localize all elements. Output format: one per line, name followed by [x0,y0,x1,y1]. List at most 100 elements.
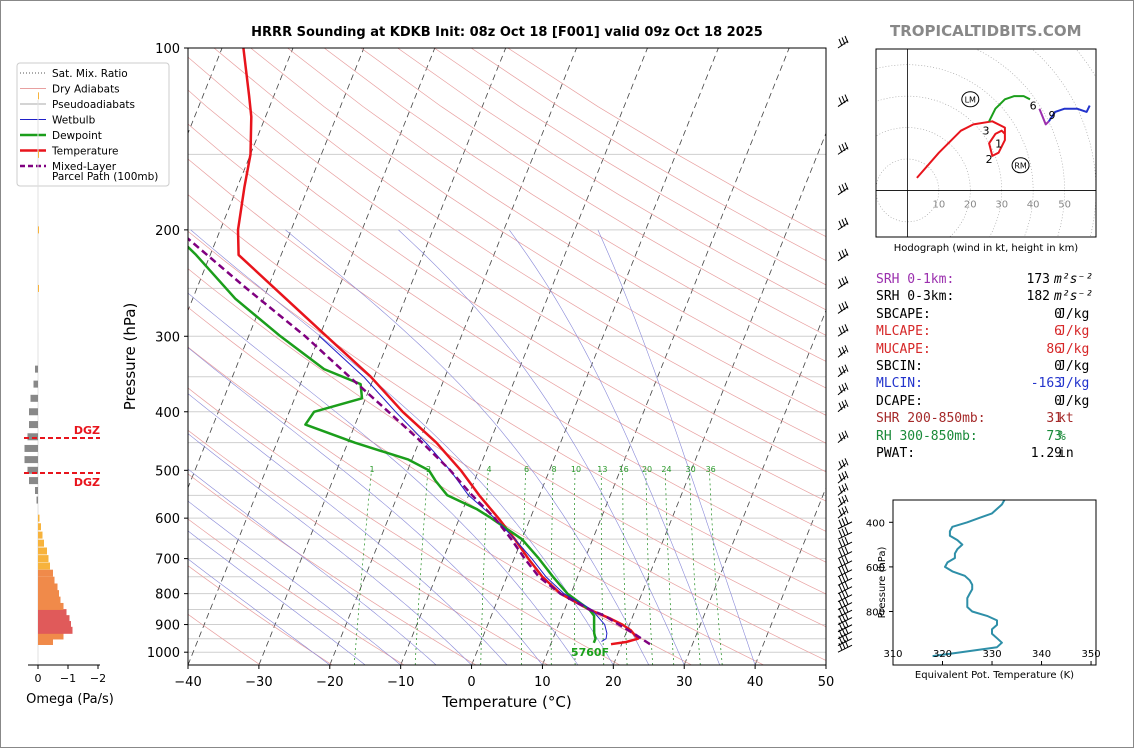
isotherm [258,48,507,665]
y-tick-label: 800 [155,588,180,603]
omega-bar [29,421,38,429]
omega-bar [38,632,64,640]
index-value: 182 [1026,289,1050,305]
wind-barb-flag [841,384,846,392]
mixing-ratio-label: 36 [706,465,716,474]
wind-barb-flag [838,327,843,335]
wind-barb-flag [838,567,843,575]
legend: Sat. Mix. Ratio Dry Adiabats Pseudoadiabat… [16,62,170,187]
omega-bar [38,637,53,645]
wind-barb-flag [838,433,843,441]
index-row: MLCIN: -163 J/kg [876,376,1090,393]
wind-barb-flag [838,304,843,312]
dry-adiabat [188,429,549,665]
wind-barb-flag [838,38,843,47]
wind-barb-flag [841,37,846,45]
index-unit: J/kg [1058,393,1090,409]
wind-barb-flag [844,301,849,309]
wind-barb-flag [844,276,849,284]
wind-barb-flag [841,459,846,468]
wind-barb-flag [844,546,849,554]
wind-barb [837,475,847,484]
hodo-height-label: 3 [983,125,990,138]
thetae-x-tick-label: 330 [982,649,1001,660]
index-unit: J/kg [1058,306,1090,322]
mixing-ratio-label: 16 [619,465,629,474]
isotherm [754,486,826,665]
thetae-y-tick-label: 800 [866,607,885,618]
dry-adiabat [188,565,333,665]
x-tick-label: −40 [174,675,201,690]
moist-adiabat [188,393,508,665]
wind-barb-flag [844,345,849,353]
wind-barb-flag [844,581,849,589]
index-unit: J/kg [1058,359,1090,374]
wind-barb-flag [838,486,843,494]
wind-barb [837,222,849,231]
moist-adiabat [597,229,756,665]
hodograph-caption: Hodograph (wind in kt, height in km) [894,243,1079,254]
moist-adiabat [190,229,614,665]
wind-barbs [837,35,853,653]
index-label: SBCAPE: [876,306,931,322]
moist-adiabat [285,229,650,665]
index-unit: kt [1058,411,1074,427]
omega-bar [38,602,64,610]
legend-label: Temperature [51,146,119,158]
wind-barb-flag [841,401,846,409]
index-row: MUCAPE: 86 J/kg [876,342,1090,359]
mixing-ratio-label: 24 [661,465,671,474]
thetae-y-axis-label: Pressure (hPa) [877,547,888,619]
wind-barb-flag [838,348,843,356]
dry-adiabat [323,48,826,362]
wind-barb-flag [838,145,843,153]
wind-barb [837,510,847,519]
wind-barb [837,40,849,49]
storm-motion-marker [1011,157,1030,174]
x-tick-label: 10 [534,675,551,690]
isotherm [683,309,826,665]
wind-barb-flag [841,496,846,504]
hodo-ring-label: 50 [1058,199,1071,210]
isotherm [471,48,719,665]
wind-barb-flag [838,558,843,567]
hodo-height-label: 2 [986,153,993,166]
index-label: DCAPE: [876,393,923,409]
omega-bar [38,332,39,340]
omega-bar [24,456,38,464]
dry-adiabat [188,194,826,595]
mixing-ratio-line [645,470,653,665]
wind-barb [837,306,849,314]
wind-barb-flag [841,472,846,480]
index-row: SRH 0-1km: 173 m²s⁻² [876,272,1093,289]
hodo-0-3-km [916,120,1006,179]
omega-bar [35,487,38,495]
wind-barb [837,328,849,337]
wind-barb-flag [844,364,849,372]
omega-bar [38,555,49,563]
wind-barb-flag [841,598,846,607]
hodo-ring-label: 40 [1027,199,1040,210]
omega-bar [35,365,38,373]
wind-barb-flag [838,97,843,105]
dgz-label: DGZ [74,476,100,489]
dry-adiabat [188,473,477,665]
index-unit: J/kg [1058,341,1090,357]
y-axis-label: Pressure (hPa) [121,303,139,411]
wind-barb-flag [838,529,843,538]
omega-bar [29,477,38,485]
wind-barb-flag [841,528,846,536]
mixing-ratio-label: 8 [552,465,557,474]
wind-barb-flag [844,483,849,491]
wind-barb-flag [838,402,843,410]
dry-adiabat [188,268,826,661]
y-tick-label: 200 [155,224,180,239]
wind-barb [837,435,847,444]
wind-barb-flag [844,399,849,407]
hodograph-frame [875,48,1097,238]
wind-barb-flag [838,185,843,194]
moist-adiabat [188,433,472,665]
mixing-ratio-line [550,470,554,665]
index-unit: m²s⁻² [1054,289,1094,305]
